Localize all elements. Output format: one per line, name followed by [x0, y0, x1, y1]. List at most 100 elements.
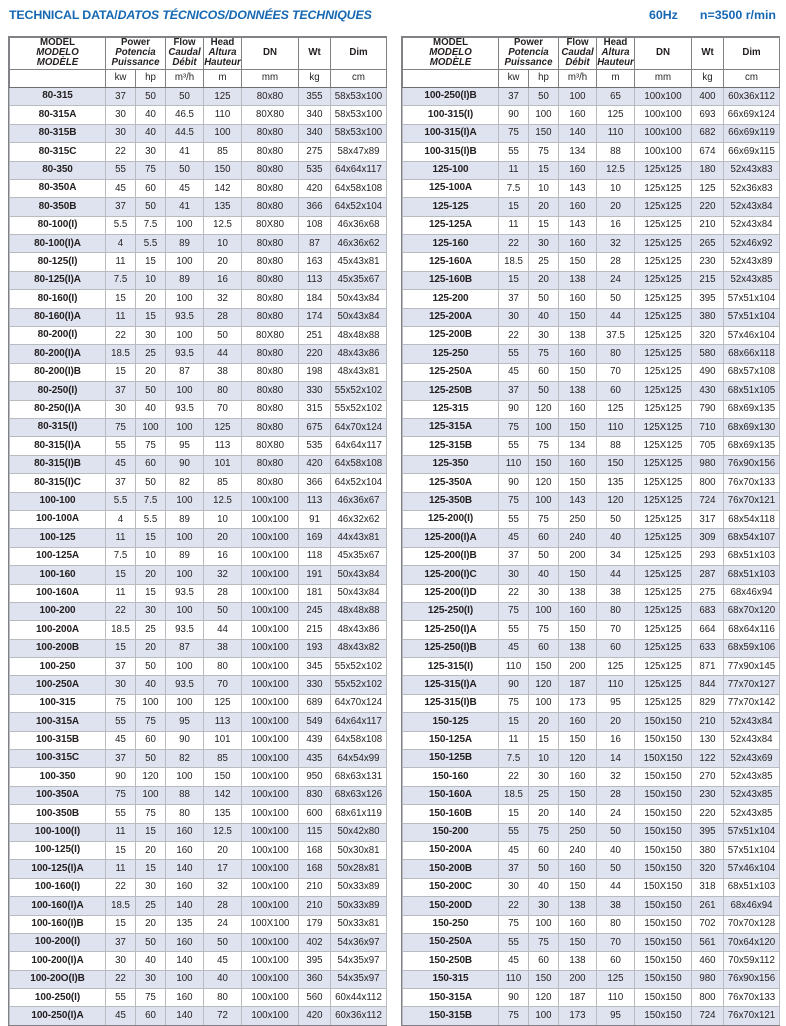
cell-value: 200	[558, 546, 597, 567]
cell-value: 315	[298, 399, 331, 419]
cell-model: 125-160	[402, 234, 499, 254]
col-header-power-fr: Puissance	[504, 57, 553, 69]
cell-value: 115	[298, 822, 331, 842]
table-row: 150-250B 45 60 138 60 150x150 460 70x59x112	[402, 951, 780, 971]
cell-value: 683	[691, 601, 724, 622]
cell-value: 11	[498, 160, 529, 180]
cell-value: 50	[203, 601, 242, 622]
left-table-wrapper: MODEL MODELO MODÈLE Power Potencia Puiss…	[8, 36, 387, 1026]
col-header-head-es: Altura	[601, 47, 630, 59]
cell-value: 125x125	[634, 693, 692, 714]
cell-value: 100	[135, 785, 166, 806]
cell-value: 110	[203, 105, 242, 125]
cell-value: 80x80	[241, 362, 299, 383]
cell-value: 150x150	[634, 932, 692, 953]
cell-value: 100	[528, 105, 559, 125]
cell-value: 50x43x84	[330, 583, 387, 603]
table-row: 150-125B 7.5 10 120 14 150X150 122 52x43x69	[402, 749, 780, 769]
col-header-flow: Flow Caudal Débit	[558, 37, 597, 70]
cell-value: 215	[298, 620, 331, 640]
cell-model: 80-350B	[9, 197, 106, 217]
cell-value: 80x80	[241, 178, 299, 199]
cell-value: 179	[298, 914, 331, 934]
cell-value: 80	[203, 657, 242, 677]
col-header-dn-label: DN	[263, 47, 277, 59]
cell-value: 100x100	[241, 620, 299, 640]
cell-value: 75	[105, 693, 136, 714]
cell-value: 150X150	[634, 749, 692, 769]
cell-value: 37	[105, 749, 136, 769]
cell-value: 50x42x80	[330, 822, 387, 842]
cell-value: 210	[691, 215, 724, 236]
cell-value: 100x100	[241, 583, 299, 603]
cell-value: 50	[135, 932, 166, 953]
col-header-power-es: Potencia	[508, 47, 549, 59]
cell-value: 50x43x84	[330, 307, 387, 328]
cell-value: 125X125	[634, 473, 692, 493]
cell-value: 40	[203, 969, 242, 990]
cell-value: 75	[528, 436, 559, 456]
cell-value: 45	[105, 454, 136, 475]
cell-value: 93.5	[165, 399, 204, 419]
cell-value: 75	[135, 160, 166, 180]
cell-value: 37	[105, 657, 136, 677]
unit-model	[402, 68, 499, 88]
cell-value: 125x125	[634, 509, 692, 530]
cell-value: 16	[203, 270, 242, 291]
cell-value: 20	[135, 840, 166, 861]
table-row: 100-100 5.5 7.5 100 12.5 100x100 113 46x36x67	[9, 491, 387, 511]
cell-value: 70	[596, 620, 635, 640]
cell-value: 68x51x105	[723, 381, 780, 401]
cell-model: 125-315B	[402, 436, 499, 456]
technical-data-table-right: MODEL MODELO MODÈLE Power Potencia Puiss…	[402, 37, 780, 1025]
cell-value: 15	[498, 197, 529, 217]
cell-value: 64x64x117	[330, 160, 387, 180]
cell-model: 80-200(I)	[9, 326, 106, 346]
cell-value: 100	[165, 289, 204, 309]
cell-value: 100x100	[241, 951, 299, 971]
cell-value: 60	[135, 454, 166, 475]
col-header-flow-es: Caudal	[168, 47, 201, 59]
cell-value: 125	[203, 693, 242, 714]
cell-value: 366	[298, 473, 331, 493]
cell-value: 15	[105, 840, 136, 861]
cell-value: 52x46x92	[723, 234, 780, 254]
cell-value: 55x52x102	[330, 657, 387, 677]
cell-model: 80-315B	[9, 123, 106, 144]
cell-value: 70	[596, 932, 635, 953]
cell-value: 800	[691, 988, 724, 1008]
table-row: 125-250(I)A 55 75 150 70 125x125 664 68x64x116	[402, 620, 780, 640]
cell-value: 50	[203, 326, 242, 346]
table-row: 150-160A 18.5 25 150 28 150x150 230 52x43x85	[402, 785, 780, 806]
col-header-head: Head Altura Hauteur	[596, 37, 635, 70]
cell-value: 125x125	[634, 178, 692, 199]
frequency-label: 60Hz	[648, 8, 678, 22]
cell-value: 125x125	[634, 326, 692, 346]
cell-value: 160	[165, 932, 204, 953]
table-row: 80-125(I)A 7.5 10 89 16 80x80 113 45x35x67	[9, 270, 387, 291]
cell-value: 58x53x100	[330, 123, 387, 144]
cell-value: 55	[498, 932, 529, 953]
cell-value: 50	[135, 197, 166, 217]
cell-value: 420	[298, 178, 331, 199]
cell-value: 101	[203, 454, 242, 475]
cell-value: 15	[498, 712, 529, 732]
cell-value: 18.5	[498, 252, 529, 272]
cell-value: 125	[596, 657, 635, 677]
cell-value: 275	[298, 142, 331, 162]
cell-value: 18.5	[105, 344, 136, 364]
cell-value: 28	[596, 252, 635, 272]
cell-value: 40	[135, 675, 166, 695]
cell-value: 75	[498, 1006, 529, 1025]
cell-value: 100x100	[241, 693, 299, 714]
cell-model: 100-200	[9, 601, 106, 622]
cell-value: 150	[558, 417, 597, 438]
cell-value: 60	[135, 1006, 166, 1025]
cell-value: 181	[298, 583, 331, 603]
cell-value: 150	[596, 454, 635, 475]
cell-model: 125-200(I)D	[402, 583, 499, 603]
cell-value: 7.5	[498, 178, 529, 199]
cell-value: 125X125	[634, 454, 692, 475]
table-row: 100-250A 30 40 93.5 70 100x100 330 55x52x102	[9, 675, 387, 695]
cell-value: 80	[596, 344, 635, 364]
